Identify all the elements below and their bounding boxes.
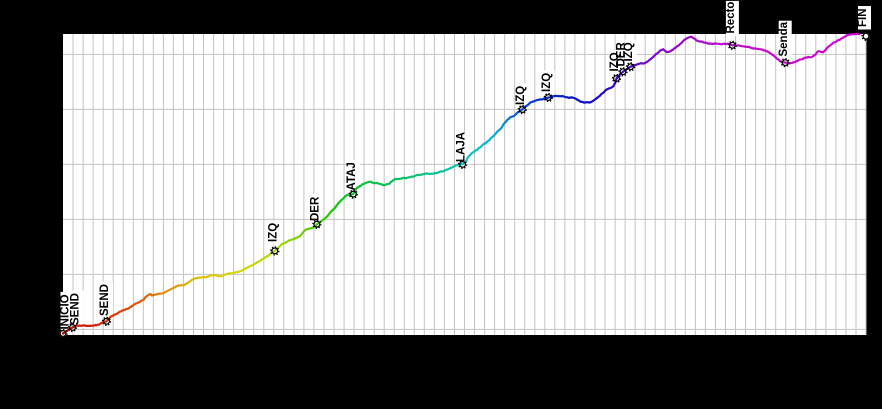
svg-text:IZQ: IZQ [268,223,280,242]
svg-text:SEND: SEND [99,284,111,316]
svg-text:LAJA: LAJA [455,132,467,162]
svg-text:IZQ: IZQ [609,52,621,71]
svg-text:IZQ: IZQ [541,73,553,92]
svg-text:IZQ: IZQ [515,86,527,105]
svg-text:Senda: Senda [778,21,790,56]
svg-text:Recto: Recto [725,2,737,34]
svg-text:SEND: SEND [70,293,82,325]
svg-text:IZQ: IZQ [623,42,635,61]
svg-text:FIN: FIN [857,8,869,27]
svg-text:ATAJ: ATAJ [346,162,358,190]
svg-text:DER: DER [310,196,322,221]
svg-text:DER: DER [616,42,628,67]
svg-text:INICIO: INICIO [60,294,72,329]
